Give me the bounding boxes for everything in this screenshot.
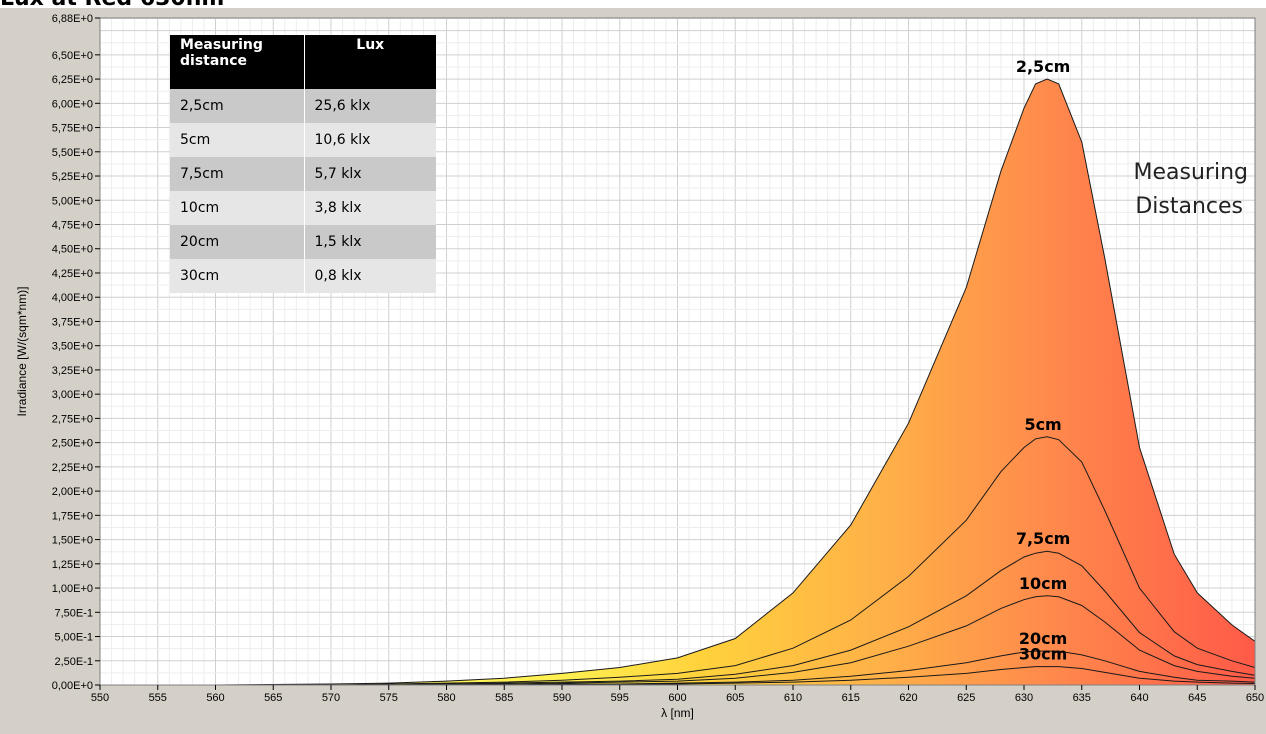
x-tick-label: 640 (1130, 692, 1148, 704)
y-tick-label: 1,25E+0 (52, 559, 93, 571)
curve-label: 20cm (1019, 629, 1067, 648)
table-row: 5cm 10,6 klx (170, 123, 436, 157)
x-tick-label: 650 (1246, 692, 1264, 704)
chart-frame: 0,00E+0 2,50E-1 5,00E-1 7,50E-1 1,00E+0 1,25E… (0, 8, 1266, 734)
curve-label: 30cm (1019, 645, 1067, 664)
series-line-5cm (100, 436, 1255, 685)
x-tick-label: 575 (380, 692, 398, 704)
series-line-2-5cm (100, 78, 1255, 685)
x-tick-label: 595 (611, 692, 629, 704)
header-lux: Lux (304, 35, 436, 89)
y-tick-label: 5,00E-1 (54, 632, 93, 644)
x-tick-label: 610 (784, 692, 802, 704)
series-lines-group (100, 78, 1255, 685)
y-axis-ticks: 0,00E+0 2,50E-1 5,00E-1 7,50E-1 1,00E+0 1,25E… (52, 13, 100, 692)
annotation-line-1: Measuring (1134, 160, 1248, 185)
y-tick-label: 7,50E-1 (54, 607, 93, 619)
y-tick-label: 2,25E+0 (52, 462, 93, 474)
x-tick-label: 565 (264, 692, 282, 704)
lux-table: Measuring distance Lux 2,5cm 25,6 klx 5c… (170, 35, 436, 293)
series-line-10cm (100, 595, 1255, 685)
cell-distance: 20cm (170, 225, 305, 259)
x-tick-label: 645 (1188, 692, 1206, 704)
table-row: 2,5cm 25,6 klx (170, 89, 436, 123)
y-tick-label: 2,00E+0 (52, 486, 93, 498)
y-tick-label: 3,75E+0 (52, 316, 93, 328)
x-tick-label: 600 (668, 692, 686, 704)
cell-lux: 5,7 klx (304, 157, 436, 191)
y-tick-label: 6,25E+0 (52, 74, 93, 86)
table-row: 30cm 0,8 klx (170, 259, 436, 293)
y-axis-label: Irradiance [W/(sqm*nm)] (15, 286, 29, 416)
cell-lux: 0,8 klx (304, 259, 436, 293)
x-tick-label: 555 (149, 692, 167, 704)
curve-label: 5cm (1024, 415, 1061, 434)
y-tick-label: 6,00E+0 (52, 98, 93, 110)
chart-title: Lux at Red 630nm (0, 0, 224, 11)
y-tick-label: 6,50E+0 (52, 50, 93, 62)
curve-label: 7,5cm (1016, 529, 1071, 548)
x-tick-label: 605 (726, 692, 744, 704)
y-tick-label: 4,00E+0 (52, 292, 93, 304)
header-measuring-distance: Measuring distance (170, 35, 305, 89)
cell-lux: 3,8 klx (304, 191, 436, 225)
x-tick-label: 585 (495, 692, 513, 704)
x-axis-ticks: 550 555 560 565 570 575 580 585 590 595 600 605 610 6… (91, 685, 1264, 704)
x-tick-label: 590 (553, 692, 571, 704)
y-tick-label: 3,25E+0 (52, 365, 93, 377)
y-tick-label: 2,50E+0 (52, 438, 93, 450)
cell-distance: 2,5cm (170, 89, 305, 123)
y-tick-label: 4,50E+0 (52, 244, 93, 256)
table-row: 20cm 1,5 klx (170, 225, 436, 259)
y-tick-label: 3,50E+0 (52, 341, 93, 353)
series-area-fill (100, 79, 1255, 685)
cell-lux: 25,6 klx (304, 89, 436, 123)
cell-lux: 1,5 klx (304, 225, 436, 259)
cell-distance: 5cm (170, 123, 305, 157)
x-tick-label: 550 (91, 692, 109, 704)
y-tick-label: 1,00E+0 (52, 583, 93, 595)
x-tick-label: 635 (1073, 692, 1091, 704)
series-line-20cm (100, 650, 1255, 685)
annotation-line-2: Distances (1135, 194, 1243, 219)
y-tick-label: 4,25E+0 (52, 268, 93, 280)
y-tick-label: 5,50E+0 (52, 147, 93, 159)
y-tick-label: 1,75E+0 (52, 510, 93, 522)
y-tick-label: 2,75E+0 (52, 413, 93, 425)
y-tick-label: 1,50E+0 (52, 535, 93, 547)
x-tick-label: 570 (322, 692, 340, 704)
table-row: 10cm 3,8 klx (170, 191, 436, 225)
x-tick-label: 620 (899, 692, 917, 704)
curve-label: 2,5cm (1016, 57, 1071, 76)
series-line-30cm (100, 666, 1255, 685)
curve-label: 10cm (1019, 574, 1067, 593)
x-axis-label: λ [nm] (661, 706, 694, 720)
series-area-group (100, 79, 1255, 685)
x-tick-label: 580 (437, 692, 455, 704)
y-tick-label: 2,50E-1 (54, 656, 93, 668)
y-tick-label: 5,25E+0 (52, 171, 93, 183)
cell-distance: 30cm (170, 259, 305, 293)
table-row: 7,5cm 5,7 klx (170, 157, 436, 191)
y-tick-label: 0,00E+0 (52, 680, 93, 692)
y-tick-label: 5,00E+0 (52, 195, 93, 207)
y-tick-label: 3,00E+0 (52, 389, 93, 401)
x-tick-label: 625 (957, 692, 975, 704)
cell-lux: 10,6 klx (304, 123, 436, 157)
lux-table-header-row: Measuring distance Lux (170, 35, 436, 89)
y-tick-label: 5,75E+0 (52, 123, 93, 135)
y-tick-label: 6,88E+0 (52, 13, 93, 25)
x-tick-label: 615 (842, 692, 860, 704)
x-tick-label: 630 (1015, 692, 1033, 704)
y-tick-label: 4,75E+0 (52, 219, 93, 231)
cell-distance: 7,5cm (170, 157, 305, 191)
cell-distance: 10cm (170, 191, 305, 225)
x-tick-label: 560 (206, 692, 224, 704)
